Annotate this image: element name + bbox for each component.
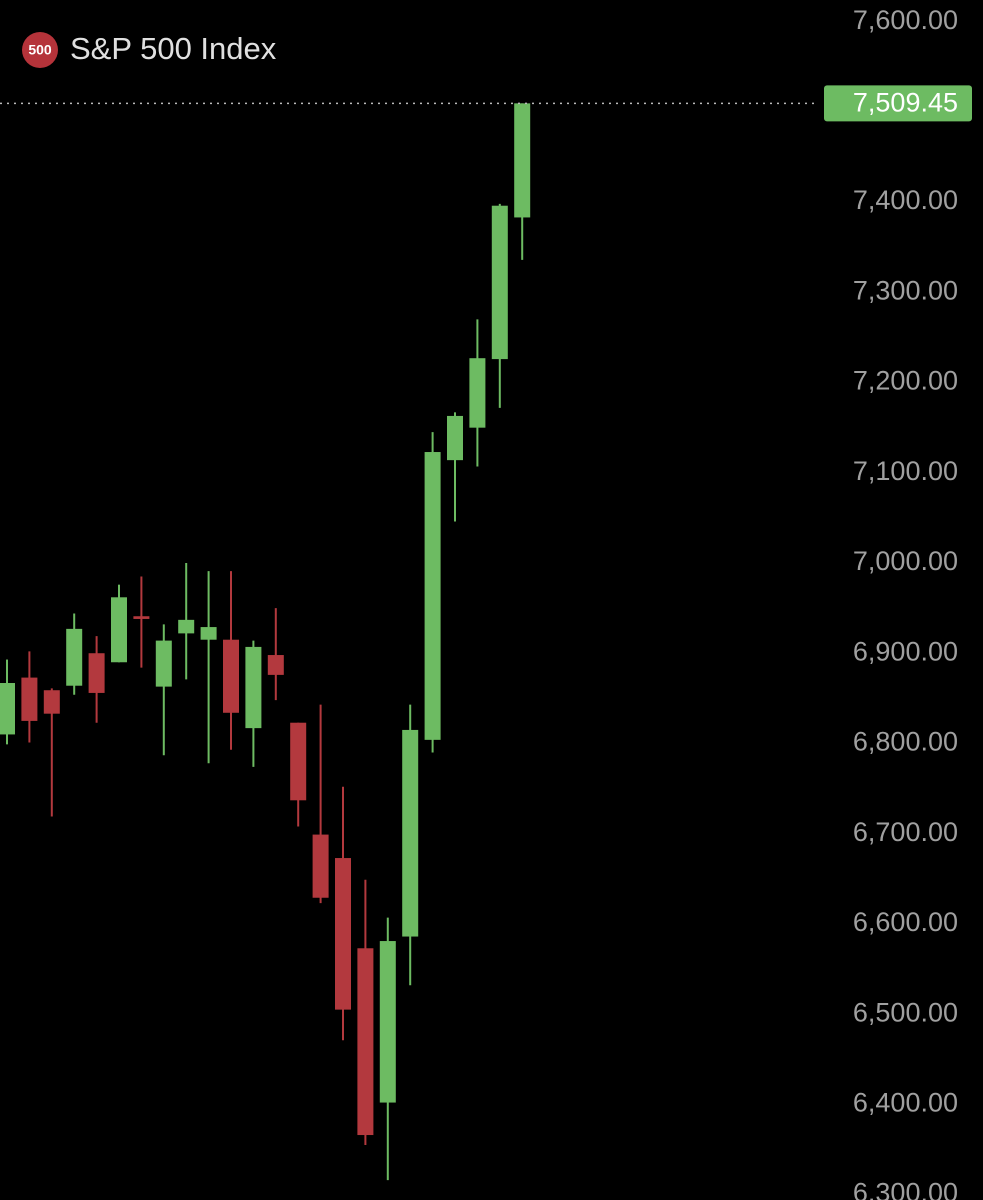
last-price-label: 7,509.45: [853, 87, 958, 117]
candle-body: [379, 941, 396, 1103]
y-tick-label: 7,300.00: [853, 275, 958, 305]
badge-circle: [22, 32, 58, 68]
y-tick-label: 7,100.00: [853, 456, 958, 486]
y-tick-label: 6,500.00: [853, 997, 958, 1027]
candle-body: [402, 729, 419, 937]
y-tick-label: 6,800.00: [853, 727, 958, 757]
candle-body: [200, 627, 217, 640]
y-tick-label: 6,700.00: [853, 817, 958, 847]
y-tick-label: 7,400.00: [853, 185, 958, 215]
y-tick-label: 7,000.00: [853, 546, 958, 576]
candle-body: [178, 619, 195, 634]
last-price-box: [824, 85, 972, 122]
candle-body: [245, 646, 262, 729]
candle-body: [514, 103, 531, 218]
candle-body: [290, 722, 307, 801]
candle-body: [43, 690, 60, 714]
y-tick-label: 6,600.00: [853, 907, 958, 937]
y-tick-label: 7,600.00: [853, 5, 958, 35]
y-tick-label: 7,200.00: [853, 366, 958, 396]
y-tick-label: 6,400.00: [853, 1087, 958, 1117]
candle-body: [133, 616, 150, 619]
candle-body: [447, 415, 463, 461]
candle-body: [155, 640, 172, 687]
candle-body: [21, 677, 38, 721]
chart-title: S&P 500 Index: [70, 31, 277, 66]
candle-body: [88, 653, 105, 693]
y-tick-label: 6,300.00: [853, 1178, 958, 1200]
candle-body: [223, 639, 239, 713]
candle-body: [357, 948, 374, 1136]
candle-body: [0, 683, 15, 735]
candle-body: [66, 628, 83, 686]
candle-body: [312, 834, 329, 898]
candle-body: [335, 858, 351, 1010]
badge-text: 500: [28, 42, 52, 58]
candle-body: [111, 597, 127, 663]
y-tick-label: 6,900.00: [853, 636, 958, 666]
candle-body: [469, 358, 486, 428]
candle-body: [491, 205, 508, 360]
candle-body: [267, 655, 284, 675]
candle-body: [424, 452, 441, 740]
